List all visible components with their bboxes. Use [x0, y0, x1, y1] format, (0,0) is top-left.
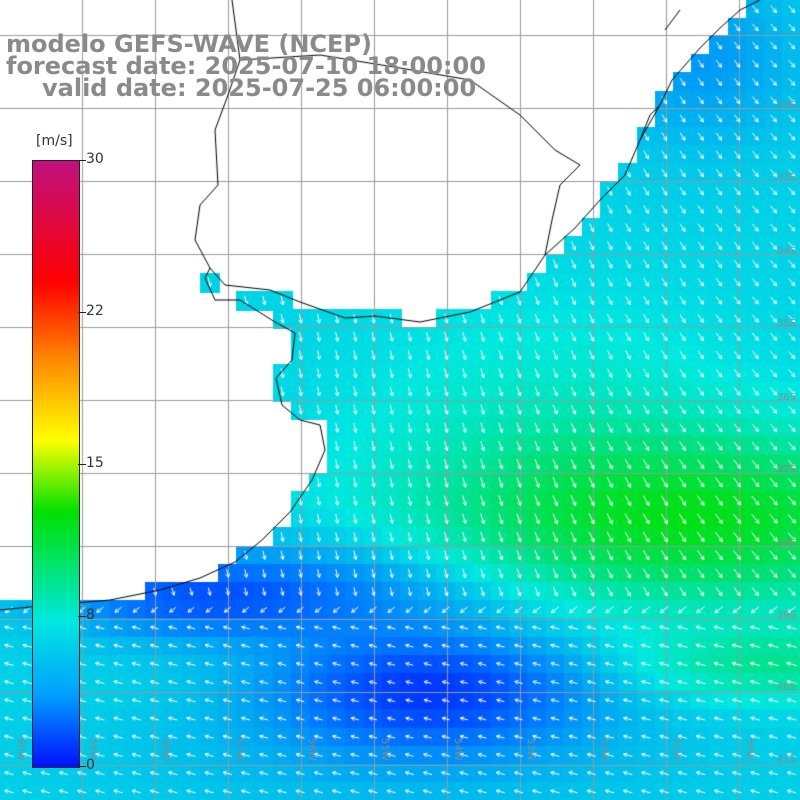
longitude-label: 54W	[452, 738, 463, 761]
longitude-label: 56W	[306, 738, 317, 761]
longitude-label: 55W	[379, 738, 390, 761]
colorbar-tick-label: 8	[86, 607, 95, 623]
latitude-label: 33S	[776, 172, 796, 183]
colorbar-tick-mark	[78, 464, 86, 465]
latitude-label: 41S	[776, 754, 796, 765]
colorbar-unit: [m/s]	[36, 133, 73, 149]
colorbar	[32, 160, 80, 768]
longitude-label: 50W	[744, 738, 755, 761]
latitude-label: 37S	[776, 464, 796, 475]
latitude-label: 40S	[776, 682, 796, 693]
colorbar-tick-label: 30	[86, 151, 104, 167]
longitude-label: 52W	[598, 738, 609, 761]
model-title: modelo GEFS-WAVE (NCEP)	[6, 30, 372, 58]
colorbar-tick-label: 15	[86, 455, 104, 471]
valid-date: valid date: 2025-07-25 06:00:00	[42, 74, 477, 102]
colorbar-tick-label: 22	[86, 303, 104, 319]
colorbar-tick-mark	[78, 160, 86, 161]
longitude-label: 51W	[671, 738, 682, 761]
latitude-label: 38S	[776, 538, 796, 549]
colorbar-tick-label: 0	[86, 757, 95, 773]
longitude-label: 57W	[233, 738, 244, 761]
latitude-label: 36S	[776, 392, 796, 403]
colorbar-tick-mark	[78, 766, 86, 767]
longitude-label: 60W	[15, 738, 26, 761]
forecast-date: forecast date: 2025-07-10 18:00:00	[6, 52, 486, 80]
longitude-label: 58W	[160, 738, 171, 761]
latitude-label: 34S	[776, 246, 796, 257]
latitude-label: 32S	[776, 100, 796, 111]
colorbar-tick-mark	[78, 616, 86, 617]
longitude-label: 53W	[525, 738, 536, 761]
colorbar-tick-mark	[78, 312, 86, 313]
longitude-label: 59W	[87, 738, 98, 761]
latitude-label: 35S	[776, 318, 796, 329]
latitude-label: 39S	[776, 610, 796, 621]
